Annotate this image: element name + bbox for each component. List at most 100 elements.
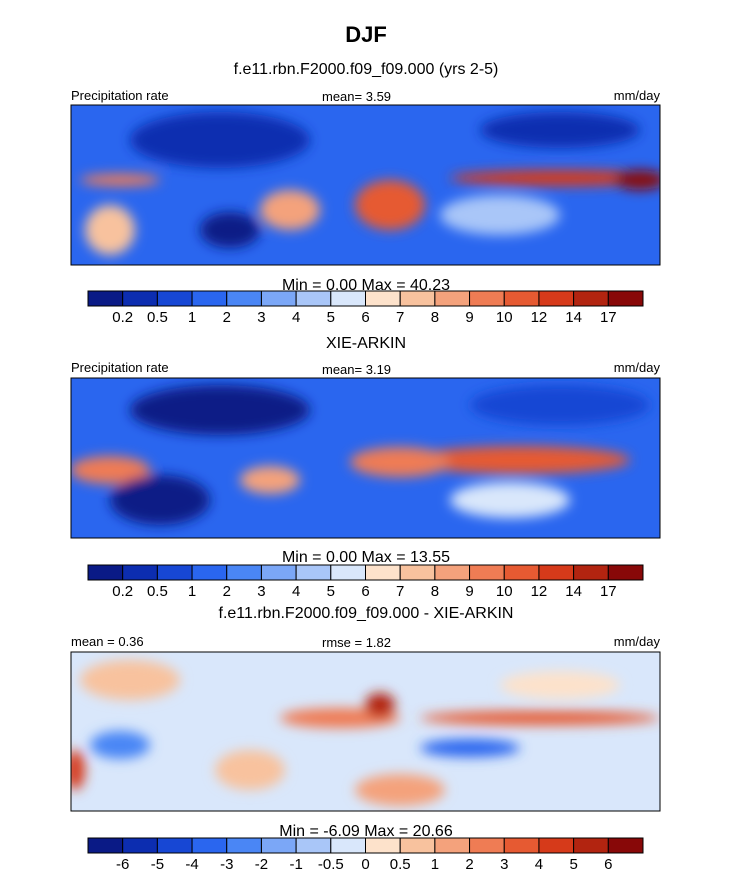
colorbar-box: [330, 837, 366, 854]
colorbar-label: -0.5: [318, 856, 344, 873]
colorbar-label: 10: [496, 309, 513, 326]
right-label: mm/day: [614, 634, 661, 649]
colorbar-label: 0.2: [112, 309, 133, 326]
colorbar-box: [156, 837, 193, 854]
colorbar-box: [573, 290, 609, 307]
map: [71, 378, 660, 538]
colorbar-label: 2: [223, 309, 231, 326]
colorbar-label: 7: [396, 583, 404, 600]
colorbar-label: 0.5: [390, 856, 411, 873]
colorbar-label: 12: [531, 583, 548, 600]
colorbar-label: 2: [465, 856, 473, 873]
colorbar-label: 8: [431, 583, 439, 600]
colorbar-box: [399, 564, 436, 581]
colorbar-box: [365, 837, 401, 854]
colorbar-label: 3: [257, 309, 265, 326]
colorbar-label: 10: [496, 583, 513, 600]
center-label: mean= 3.19: [322, 362, 391, 377]
colorbar-label: -4: [185, 856, 198, 873]
colorbar-label: 2: [223, 583, 231, 600]
colorbar-box: [87, 290, 124, 307]
colorbar-label: 12: [531, 309, 548, 326]
colorbar-label: 5: [327, 309, 335, 326]
colorbar-label: 4: [535, 856, 543, 873]
colorbar-box: [503, 290, 540, 307]
colorbar-label: -1: [289, 856, 302, 873]
colorbar-label: -3: [220, 856, 233, 873]
colorbar-box: [295, 564, 332, 581]
colorbar-label: 9: [465, 309, 473, 326]
colorbar-label: 5: [569, 856, 577, 873]
colorbar-label: 6: [361, 309, 369, 326]
colorbar-box: [538, 837, 575, 854]
colorbar-box: [607, 290, 644, 307]
colorbar-box: [469, 837, 505, 854]
panel-subtitle: f.e11.rbn.F2000.f09_f09.000 (yrs 2-5): [234, 61, 499, 78]
colorbar-label: 0.5: [147, 309, 168, 326]
map: [71, 105, 660, 265]
colorbar-box: [434, 564, 471, 581]
colorbar-label: 1: [431, 856, 439, 873]
colorbar-box: [365, 290, 401, 307]
colorbar-label: 17: [600, 309, 617, 326]
colorbar-label: 17: [600, 583, 617, 600]
colorbar-box: [538, 290, 575, 307]
stats: Min = 0.00 Max = 40.23: [282, 277, 450, 294]
panel-subtitle: f.e11.rbn.F2000.f09_f09.000 - XIE-ARKIN: [219, 605, 514, 622]
figure-title: DJF: [345, 22, 387, 47]
colorbar-label: -6: [116, 856, 129, 873]
colorbar-box: [87, 837, 124, 854]
colorbar-label: 8: [431, 309, 439, 326]
colorbar-box: [399, 837, 436, 854]
colorbar-box: [122, 837, 158, 854]
map-frame: [70, 651, 661, 812]
stats: Min = 0.00 Max = 13.55: [282, 549, 450, 566]
colorbar-label: 3: [257, 583, 265, 600]
colorbar-box: [156, 564, 193, 581]
stats: Min = -6.09 Max = 20.66: [279, 823, 453, 840]
colorbar-box: [607, 837, 644, 854]
colorbar-box: [87, 564, 124, 581]
colorbar-label: 5: [327, 583, 335, 600]
colorbar-box: [226, 564, 262, 581]
center-label: mean= 3.59: [322, 89, 391, 104]
colorbar-label: 1: [188, 583, 196, 600]
right-label: mm/day: [614, 360, 661, 375]
right-label: mm/day: [614, 88, 661, 103]
colorbar-box: [122, 564, 158, 581]
colorbar-box: [469, 290, 505, 307]
colorbar-label: 4: [292, 309, 300, 326]
left-label: Precipitation rate: [71, 88, 169, 103]
colorbar-label: 6: [604, 856, 612, 873]
colorbar-label: 9: [465, 583, 473, 600]
colorbar-box: [573, 837, 609, 854]
colorbar-box: [330, 290, 366, 307]
colorbar-label: 14: [565, 309, 582, 326]
colorbar-box: [607, 564, 644, 581]
colorbar-box: [260, 564, 297, 581]
colorbar-box: [191, 837, 228, 854]
colorbar-label: 0: [361, 856, 369, 873]
colorbar-box: [226, 290, 262, 307]
colorbar-box: [434, 290, 471, 307]
panel-subtitle: XIE-ARKIN: [326, 335, 406, 352]
map-frame: [70, 104, 661, 266]
colorbar-label: 3: [500, 856, 508, 873]
colorbar-box: [295, 837, 332, 854]
colorbar-box: [122, 290, 158, 307]
colorbar-label: -5: [151, 856, 164, 873]
map-frame: [70, 377, 661, 539]
colorbar-label: 7: [396, 309, 404, 326]
left-label: mean = 0.36: [71, 634, 144, 649]
colorbar-label: 0.2: [112, 583, 133, 600]
colorbar-label: 6: [361, 583, 369, 600]
center-label: rmse = 1.82: [322, 635, 391, 650]
colorbar-box: [260, 290, 297, 307]
colorbar-box: [191, 564, 228, 581]
colorbar-box: [573, 564, 609, 581]
colorbar-box: [156, 290, 193, 307]
colorbar-box: [399, 290, 436, 307]
colorbar-box: [226, 837, 262, 854]
colorbar-label: 14: [565, 583, 582, 600]
